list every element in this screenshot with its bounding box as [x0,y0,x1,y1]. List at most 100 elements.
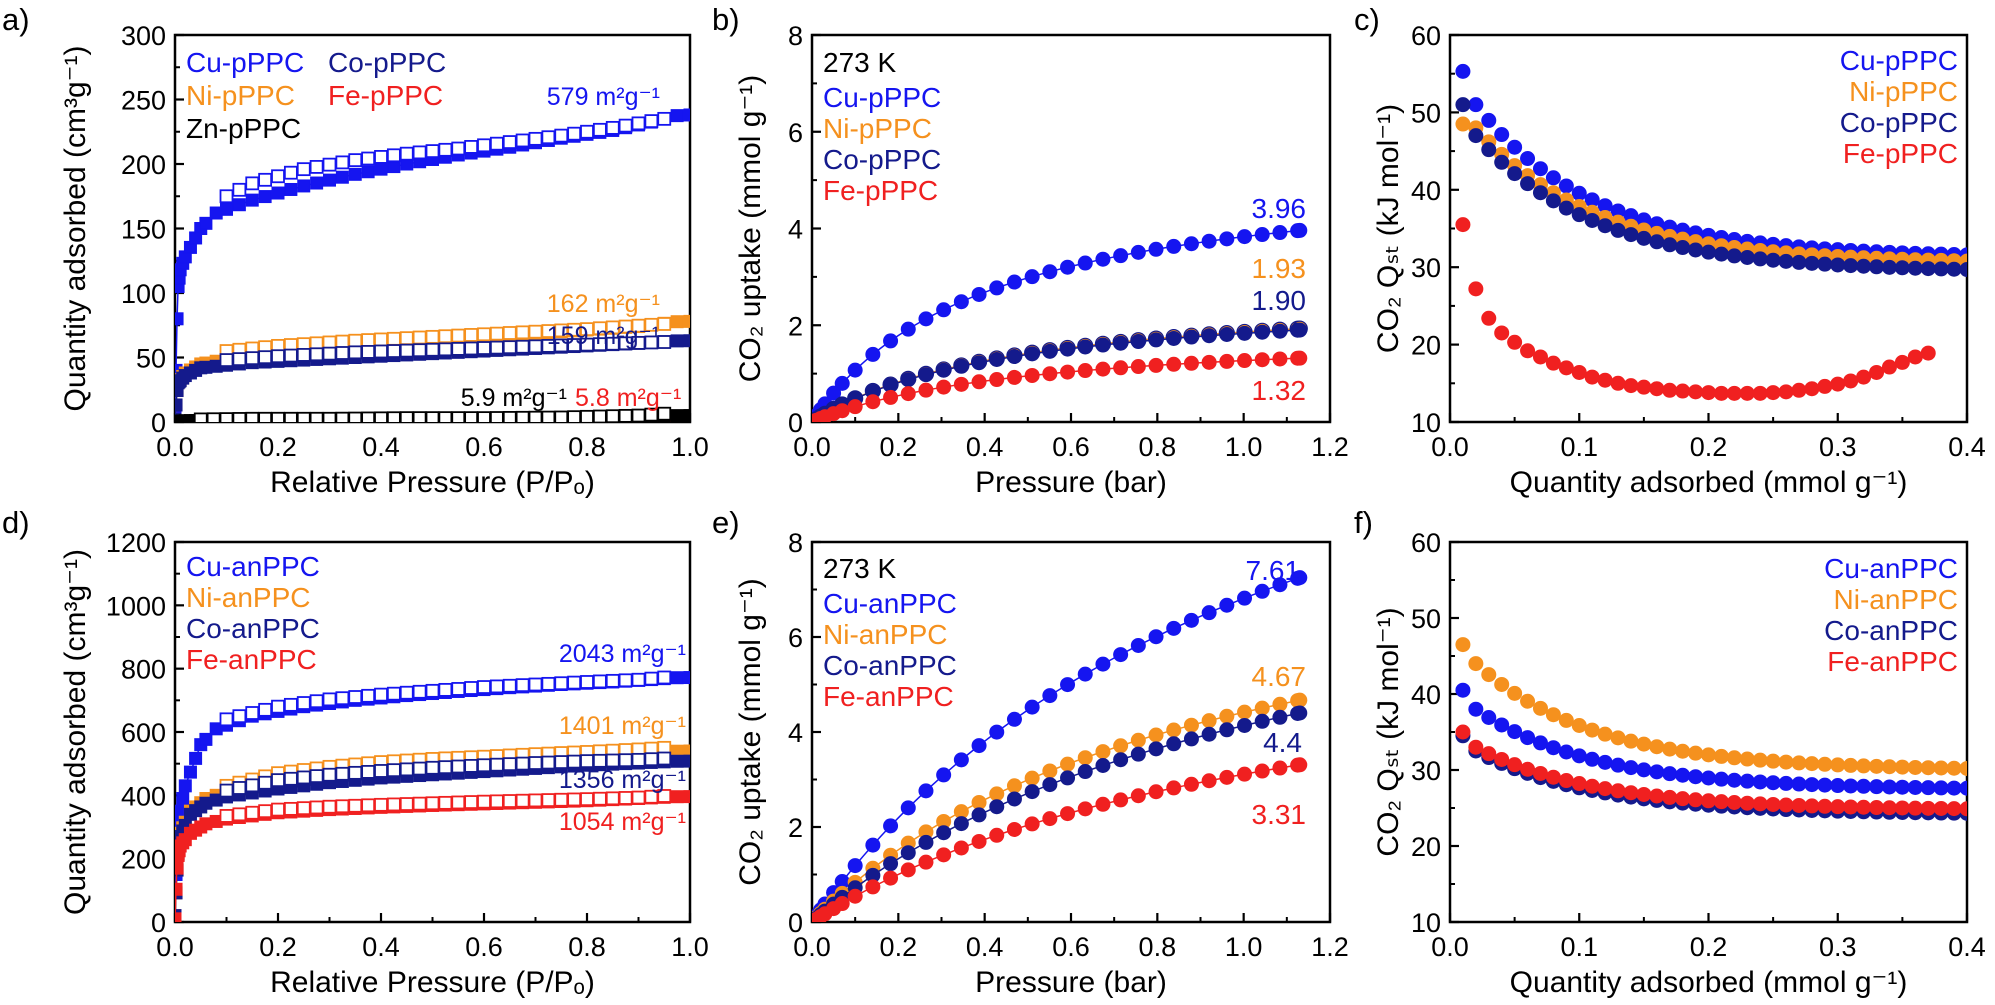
y-tick-label: 30 [1411,253,1441,283]
x-tick-label: 0.2 [259,432,297,462]
qst-point [1584,192,1600,208]
desorption-point [502,794,517,808]
legend-entry: Co-anPPC [186,613,320,644]
surface-area-label: 1401 m²g⁻¹ [559,712,686,740]
qst-point [1804,381,1820,397]
uptake-point [1024,367,1040,383]
qst-point [1507,139,1523,155]
adsorption-point [199,216,213,230]
qst-point [1520,693,1536,709]
y-axis-label: CO₂ uptake (mmol g⁻¹) [734,578,767,886]
uptake-point [989,372,1005,388]
desorption-point [258,775,273,790]
uptake-point [1130,334,1146,350]
qst-point [1468,97,1484,113]
series-Co-pPPC [175,334,690,422]
uptake-point [1077,255,1093,271]
y-tick-label: 400 [121,781,166,811]
desorption-point [554,410,569,422]
adsorption-point [297,179,311,193]
panel-label: d) [2,505,30,540]
qst-point [1481,667,1497,683]
x-axis-label: Pressure (bar) [975,966,1167,999]
legend-entry: Co-pPPC [1840,107,1958,138]
qst-point [1701,770,1716,786]
qst-point [1545,769,1561,785]
desorption-point [477,758,491,773]
desorption-point [322,346,337,361]
qst-point [1907,779,1923,795]
desorption-point [374,687,388,702]
qst-point [1778,754,1794,770]
desorption-point [438,342,453,357]
qst-point [1713,771,1729,787]
desorption-point [348,765,363,780]
qst-point [1830,778,1846,794]
adsorption-point [683,108,690,122]
y-tick-label: 1000 [106,591,166,621]
qst-point [1843,258,1859,274]
x-tick-label: 1.2 [1311,432,1349,462]
qst-point [1688,384,1704,400]
series-Cu-anPPC [175,670,690,922]
desorption-point [489,679,504,694]
qst-point [1959,262,1967,278]
desorption-point [657,317,672,331]
qst-point [1623,785,1639,801]
desorption-point [502,340,517,355]
qst-point [1778,253,1794,269]
desorption-point [335,334,350,349]
qst-point [1791,755,1807,771]
qst-point [1804,777,1820,793]
uptake-point [1077,666,1093,682]
qst-point [1726,794,1742,810]
uptake-point [1042,343,1058,359]
uptake-point [847,399,863,415]
adsorption-point [348,167,362,181]
qst-point [1507,166,1523,182]
uptake-point [1130,359,1146,375]
desorption-point [348,798,363,813]
qst-point [1662,382,1678,398]
desorption-point [605,791,620,806]
legend-entry: Cu-pPPC [823,82,941,113]
x-tick-label: 0.2 [259,932,297,962]
desorption-point [425,683,440,698]
desorption-point [657,111,672,126]
qst-point [1571,364,1587,380]
uptake-point [1095,757,1111,773]
y-axis-label: CO₂ uptake (mmol g⁻¹) [734,75,767,383]
uptake-point [1254,700,1270,716]
y-axis-label: CO₂ Qₛₜ (kJ mol⁻¹) [1372,104,1405,353]
desorption-point [322,157,337,172]
desorption-point [258,702,273,717]
y-tick-label: 0 [151,908,166,938]
desorption-point [335,799,350,814]
uptake-point [1148,241,1164,257]
desorption-point [644,752,659,767]
qst-point [1752,752,1768,768]
y-tick-label: 6 [788,118,803,148]
legend-entry: Ni-anPPC [823,619,947,650]
uptake-point [1077,764,1093,780]
adsorption-point [683,671,690,685]
uptake-point [918,311,934,327]
uptake-point [883,333,899,349]
y-tick-label: 200 [121,845,166,875]
panel-b: b) 0.0 0.2 0.4 0.6 0.8 1.0 1.2 0 2 4 6 8 Pressure (ba… [712,2,1349,499]
y-tick-label: 20 [1411,832,1441,862]
uptake-point [1095,361,1111,377]
qst-point [1765,753,1781,769]
uptake-point [936,813,952,829]
desorption-point [592,122,607,137]
adsorption-point [284,182,298,196]
qst-point [1856,778,1872,794]
qst-point [1739,249,1755,265]
y-tick-label: 150 [121,215,166,245]
uptake-point [1219,327,1235,343]
desorption-point [515,756,530,771]
qst-point [1894,800,1910,816]
uptake-point [865,394,881,410]
qst-point [1856,369,1872,385]
qst-point [1597,372,1613,388]
